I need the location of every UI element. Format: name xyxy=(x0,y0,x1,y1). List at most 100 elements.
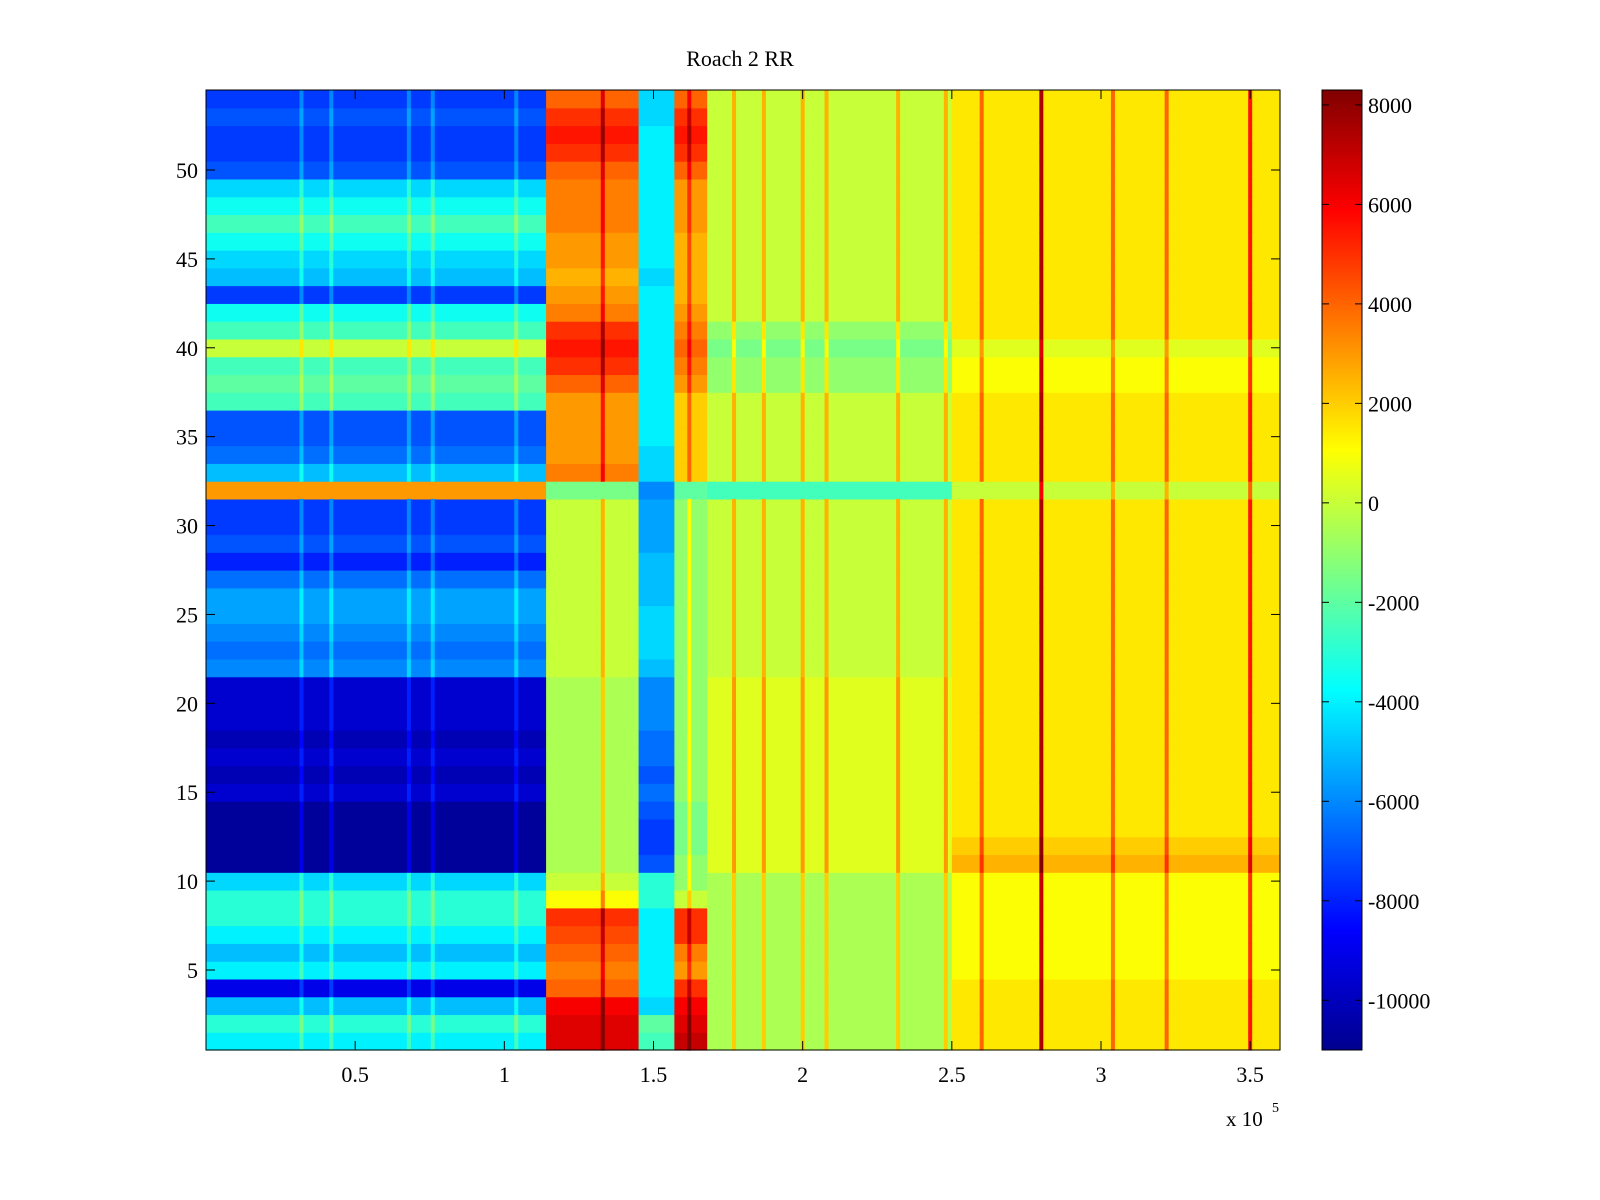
heatmap-streak xyxy=(600,996,605,1016)
heatmap-cell xyxy=(546,890,640,909)
heatmap-cell xyxy=(206,641,547,660)
heatmap-streak xyxy=(514,143,519,162)
heatmap-streak xyxy=(1164,267,1169,287)
heatmap-streak xyxy=(824,765,829,784)
heatmap-streak xyxy=(329,232,334,251)
heatmap-streak xyxy=(732,943,737,962)
heatmap-streak xyxy=(329,321,334,340)
heatmap-streak xyxy=(761,587,766,607)
heatmap-streak xyxy=(329,285,334,304)
heatmap-streak xyxy=(824,178,829,198)
heatmap-streak xyxy=(1039,463,1044,482)
heatmap-cell xyxy=(638,321,675,340)
heatmap-streak xyxy=(514,285,519,304)
heatmap-streak xyxy=(406,801,411,820)
heatmap-streak xyxy=(761,801,766,820)
heatmap-cell xyxy=(206,498,547,518)
heatmap-streak xyxy=(979,694,984,713)
heatmap-streak xyxy=(732,338,737,358)
heatmap-streak xyxy=(514,996,519,1016)
heatmap-cell xyxy=(707,356,953,376)
heatmap-streak xyxy=(824,587,829,607)
heatmap-streak xyxy=(600,694,605,713)
heatmap-streak xyxy=(1164,978,1169,998)
heatmap-streak xyxy=(514,232,519,251)
heatmap-streak xyxy=(979,178,984,198)
heatmap-cell xyxy=(951,338,1281,358)
heatmap-streak xyxy=(761,641,766,660)
heatmap-streak xyxy=(761,232,766,251)
heatmap-streak xyxy=(1248,463,1253,482)
heatmap-streak xyxy=(824,694,829,713)
heatmap-streak xyxy=(824,783,829,802)
heatmap-streak xyxy=(299,410,304,429)
heatmap-streak xyxy=(824,321,829,340)
heatmap-streak xyxy=(1110,925,1115,944)
heatmap-streak xyxy=(1039,907,1044,927)
heatmap-streak xyxy=(1110,516,1115,536)
heatmap-streak xyxy=(600,285,605,304)
heatmap-streak xyxy=(1110,427,1115,447)
heatmap-cell xyxy=(206,1014,547,1033)
heatmap-streak xyxy=(430,445,435,464)
heatmap-streak xyxy=(896,445,901,464)
heatmap-streak xyxy=(687,854,692,873)
colorbar-tick-label: 4000 xyxy=(1368,292,1412,317)
x-tick-label: 2 xyxy=(797,1062,808,1087)
heatmap-cell xyxy=(951,410,1281,429)
heatmap-streak xyxy=(1164,961,1169,980)
heatmap-streak xyxy=(687,250,692,269)
heatmap-streak xyxy=(896,321,901,340)
heatmap-streak xyxy=(514,854,519,873)
heatmap-streak xyxy=(687,321,692,340)
x-multiplier-exponent: 5 xyxy=(1272,1101,1279,1116)
heatmap-streak xyxy=(943,463,948,482)
heatmap-streak xyxy=(1110,676,1115,696)
heatmap-cell xyxy=(546,321,640,340)
heatmap-cell xyxy=(206,125,547,144)
heatmap-streak xyxy=(600,516,605,536)
heatmap-streak xyxy=(430,196,435,216)
heatmap-cell xyxy=(638,978,675,998)
heatmap-streak xyxy=(299,196,304,216)
heatmap-streak xyxy=(600,374,605,393)
heatmap-cell xyxy=(638,1014,675,1033)
heatmap-cell xyxy=(546,783,640,802)
heatmap-streak xyxy=(800,872,805,891)
heatmap-streak xyxy=(896,303,901,322)
heatmap-streak xyxy=(1039,303,1044,322)
heatmap-cell xyxy=(546,854,640,873)
heatmap-streak xyxy=(800,623,805,642)
heatmap-streak xyxy=(824,338,829,358)
heatmap-streak xyxy=(687,107,692,127)
heatmap-streak xyxy=(761,730,766,749)
heatmap-cell xyxy=(638,90,675,109)
heatmap-streak xyxy=(1248,818,1253,838)
heatmap-streak xyxy=(1110,285,1115,304)
heatmap-streak xyxy=(329,125,334,144)
heatmap-cell xyxy=(206,285,547,304)
heatmap-cell xyxy=(546,925,640,944)
heatmap-streak xyxy=(1039,552,1044,571)
heatmap-cell xyxy=(951,801,1281,820)
heatmap-streak xyxy=(761,783,766,802)
heatmap-streak xyxy=(1164,605,1169,624)
heatmap-cell xyxy=(707,943,953,962)
heatmap-streak xyxy=(514,267,519,287)
heatmap-streak xyxy=(1248,872,1253,891)
heatmap-streak xyxy=(1039,587,1044,607)
heatmap-streak xyxy=(732,730,737,749)
heatmap-streak xyxy=(430,587,435,607)
heatmap-streak xyxy=(1039,338,1044,358)
heatmap-streak xyxy=(800,765,805,784)
heatmap-streak xyxy=(430,107,435,127)
heatmap-streak xyxy=(329,107,334,127)
heatmap-streak xyxy=(514,978,519,998)
heatmap-streak xyxy=(1164,90,1169,109)
heatmap-streak xyxy=(761,996,766,1016)
heatmap-cell xyxy=(206,232,547,251)
heatmap-streak xyxy=(1039,978,1044,998)
heatmap-streak xyxy=(299,161,304,180)
heatmap-streak xyxy=(979,463,984,482)
heatmap-streak xyxy=(1248,516,1253,536)
